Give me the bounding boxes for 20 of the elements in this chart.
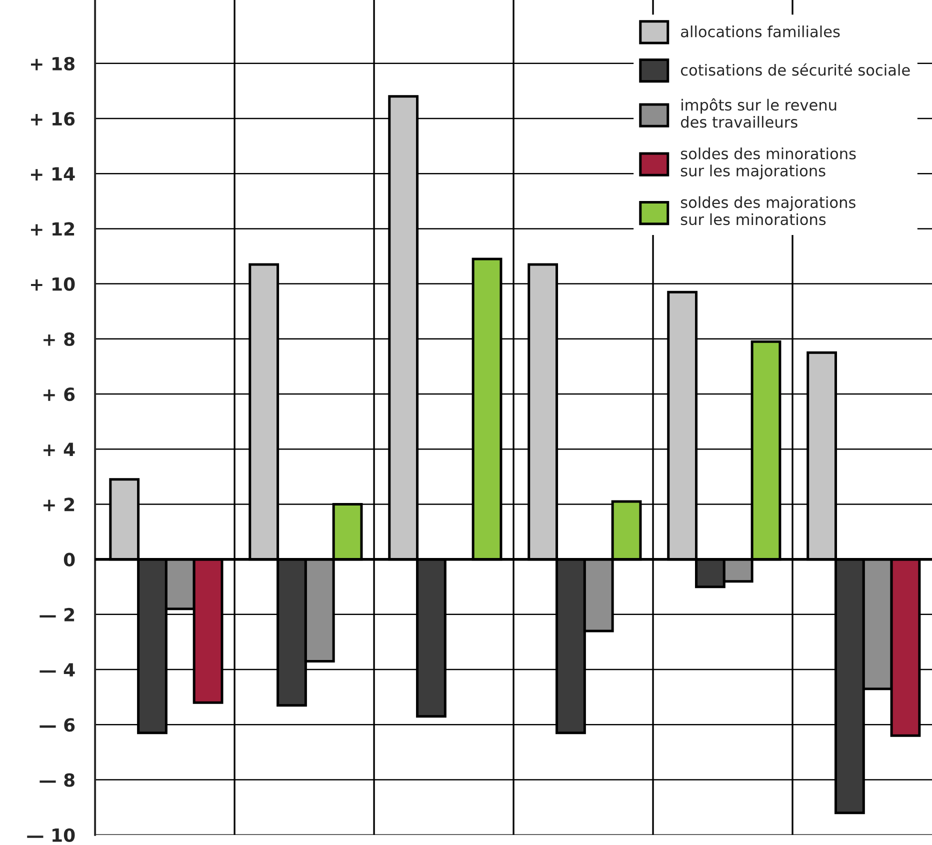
y-tick-label: + 8 — [44, 332, 74, 346]
y-tick-label: — 4 — [40, 663, 75, 676]
y-tick-label: — 6 — [40, 718, 75, 732]
y-tick-label: — 2 — [40, 608, 74, 622]
y-tick-label: + 18 — [30, 56, 74, 70]
y-tick-label: + 12 — [30, 222, 74, 236]
y-tick-label: — 10 — [27, 828, 75, 842]
y-tick-label: + 16 — [30, 112, 75, 126]
y-tick-label: + 14 — [30, 167, 75, 180]
legend-label: impôts sur le revenu des travailleurs — [680, 98, 836, 128]
y-tick-label: + 6 — [44, 387, 75, 402]
y-tick-label: + 2 — [44, 498, 74, 512]
y-tick-label: + 10 — [30, 277, 75, 291]
y-tick-label: + 4 — [44, 442, 75, 456]
legend-label: allocations familiales — [681, 26, 840, 38]
legend-label: soldes des minorations sur les majorations — [680, 148, 856, 180]
y-tick-label: — 8 — [40, 773, 74, 787]
y-tick-label: 0 — [64, 552, 75, 566]
legend-label: soldes des majorations sur les minorations — [680, 196, 856, 226]
legend-label: cotisations de sécurité sociale — [680, 63, 910, 76]
